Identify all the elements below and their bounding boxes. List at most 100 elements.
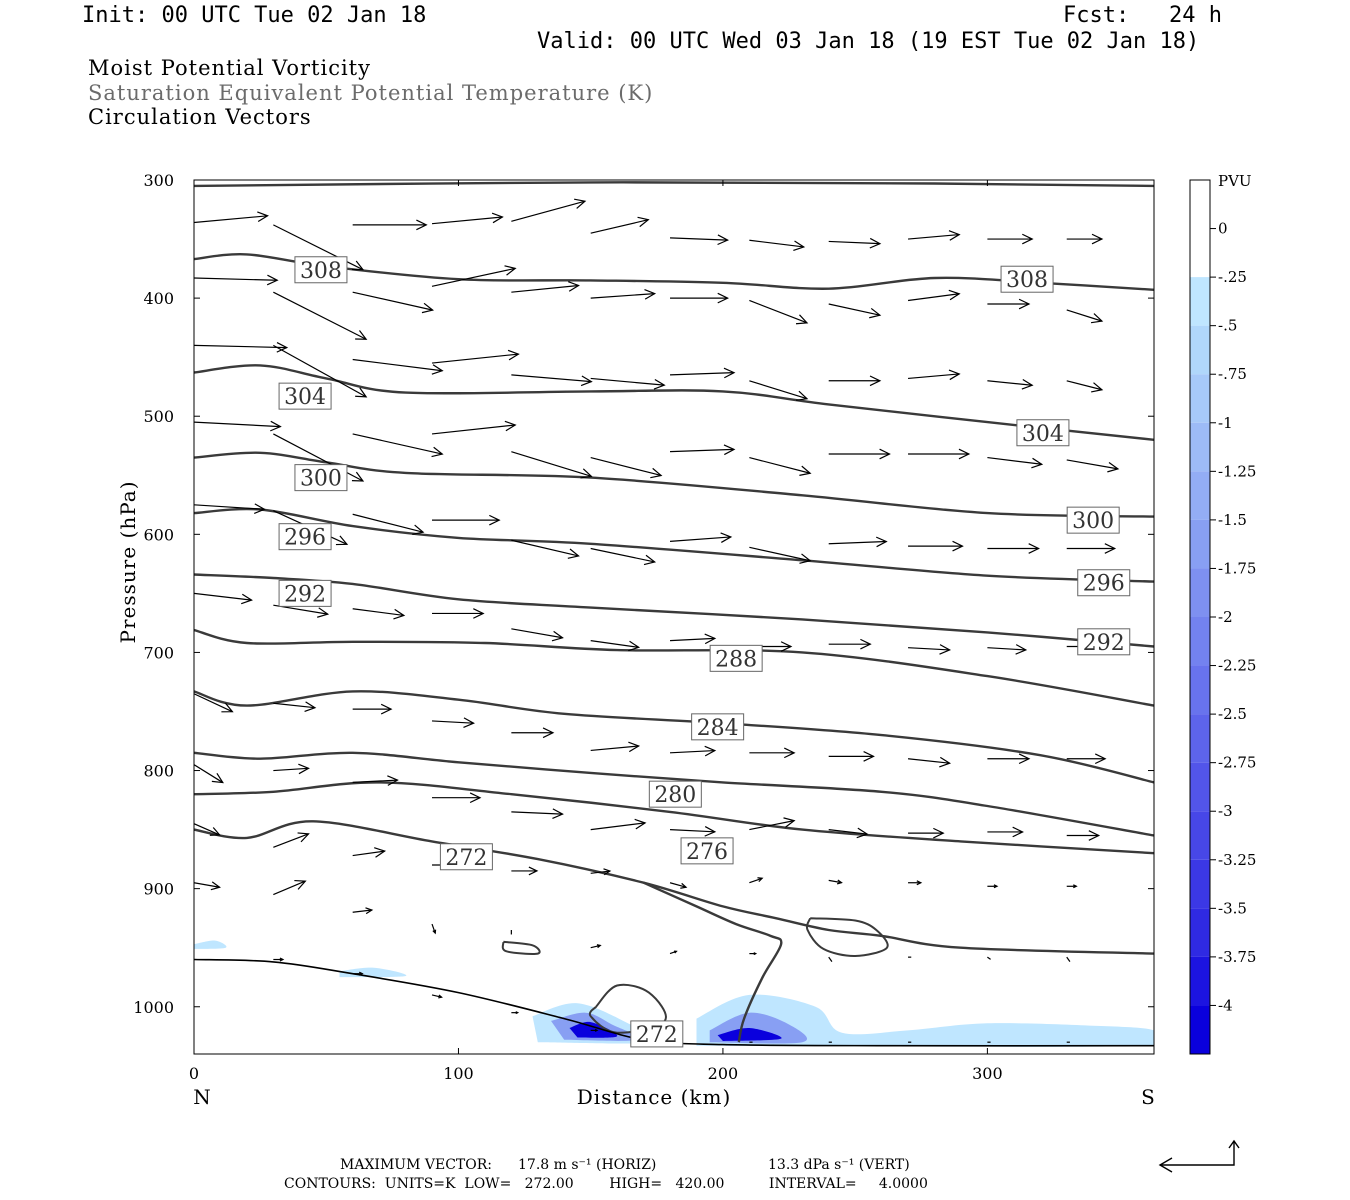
vector-shaft xyxy=(828,956,833,962)
contour-label-292-5-1: 292 xyxy=(1077,628,1131,656)
contour-label-272-11-0: 272 xyxy=(630,1020,684,1048)
vector-head xyxy=(948,369,961,381)
plot-content xyxy=(194,181,1154,1047)
vector-arrow-35 xyxy=(1066,380,1104,393)
contour-label-box xyxy=(1016,419,1070,447)
vector-arrow-28 xyxy=(511,374,593,387)
vector-shaft xyxy=(590,377,665,386)
vector-arrow-84 xyxy=(194,764,224,784)
vector-arrow-87 xyxy=(432,792,482,804)
vector-shaft xyxy=(194,693,233,713)
vector-arrow-94 xyxy=(987,826,1024,838)
colorbar-label-10: -2.5 xyxy=(1218,705,1247,723)
vector-head xyxy=(431,364,444,375)
vector-shaft xyxy=(352,513,424,533)
vector-arrow-55 xyxy=(749,546,812,564)
vector-arrow-52 xyxy=(511,539,580,559)
vector-shaft xyxy=(352,608,404,617)
vector-head xyxy=(674,950,678,954)
vector-arrow-105 xyxy=(908,880,923,886)
vector-head xyxy=(793,240,806,252)
colorbar-title: PVU xyxy=(1218,172,1252,190)
colorbar-label-11: -2.75 xyxy=(1218,754,1256,772)
vector-arrow-106 xyxy=(987,884,999,889)
vector-arrow-120 xyxy=(273,957,285,962)
vector-head xyxy=(416,219,428,231)
vector-head xyxy=(869,307,882,319)
vector-head xyxy=(276,342,289,353)
vector-head xyxy=(948,230,961,241)
vector-shaft xyxy=(352,358,443,372)
field-title-2: Saturation Equivalent Potential Temperat… xyxy=(88,81,654,105)
vector-arrow-1 xyxy=(273,224,365,271)
contour-closed-1 xyxy=(501,940,541,955)
vector-head xyxy=(568,281,580,292)
vector-head xyxy=(469,792,482,804)
colorbar-label-13: -3.25 xyxy=(1218,851,1256,869)
vector-head xyxy=(580,375,593,387)
vector-head xyxy=(421,302,435,314)
vector-shaft xyxy=(670,237,728,241)
contour-label-box xyxy=(439,843,493,871)
contour-label-308-1-0: 308 xyxy=(294,256,348,284)
vector-shaft xyxy=(907,758,950,764)
vector-head xyxy=(317,607,330,618)
vector-head xyxy=(1088,830,1101,841)
vector-shaft xyxy=(828,879,842,884)
contour-label-text: 292 xyxy=(284,582,326,607)
vector-shaft xyxy=(590,745,639,752)
vector-head xyxy=(1012,826,1024,838)
vector-head xyxy=(753,952,758,956)
vector-arrow-79 xyxy=(749,747,796,759)
pv-shade-3 xyxy=(696,994,1154,1047)
vector-shaft xyxy=(907,233,960,240)
vector-head xyxy=(473,608,485,619)
vector-arrow-29 xyxy=(590,377,666,390)
vector-shaft xyxy=(273,433,364,482)
vector-arrow-66 xyxy=(670,633,717,645)
vector-shaft xyxy=(431,216,503,225)
contour-label-box xyxy=(630,1020,684,1048)
vector-arrow-13 xyxy=(273,291,368,340)
contour-line-276-9 xyxy=(194,781,1154,855)
contour-info: CONTOURS: UNITS=K LOW= 272.00 HIGH= 420.… xyxy=(284,1176,928,1192)
vector-head xyxy=(542,727,555,739)
vector-arrow-10 xyxy=(987,233,1034,245)
vector-head xyxy=(757,877,764,883)
vector-arrow-31 xyxy=(749,380,809,401)
vector-head xyxy=(717,292,730,304)
x-end-label-right: S xyxy=(1141,1085,1155,1109)
vector-head xyxy=(528,866,539,876)
x-axis-label: Distance (km) xyxy=(577,1085,732,1109)
vector-arrow-89 xyxy=(590,818,647,831)
contour-line-280-8 xyxy=(194,751,1154,837)
contour-label-288-6-0: 288 xyxy=(709,644,763,672)
vector-head xyxy=(358,971,364,976)
colorbar-label-3: -.75 xyxy=(1218,365,1247,383)
vector-shaft xyxy=(352,779,398,783)
vector-shaft xyxy=(749,820,795,831)
contour-line-288-6 xyxy=(194,628,1154,707)
contour-label-text: 300 xyxy=(300,467,342,492)
vector-shaft xyxy=(431,424,516,435)
vector-shaft xyxy=(511,811,563,815)
vector-head xyxy=(780,641,793,652)
contour-label-box xyxy=(1000,265,1054,293)
vector-arrow-109 xyxy=(273,879,307,896)
vector-arrow-100 xyxy=(511,866,539,876)
colorbar-label-2: -.5 xyxy=(1218,317,1237,335)
vector-head xyxy=(355,330,368,340)
vector-shaft xyxy=(431,994,442,998)
vector-head xyxy=(580,468,593,479)
contour-label-text: 272 xyxy=(636,1023,678,1048)
vector-arrow-115 xyxy=(749,952,758,956)
contour-line-272-10 xyxy=(194,820,1154,955)
vector-arrow-30 xyxy=(670,367,736,379)
vector-head xyxy=(933,827,945,839)
vector-head xyxy=(297,832,310,843)
vector-arrow-110 xyxy=(352,907,374,915)
vector-head xyxy=(1015,644,1028,655)
vector-shaft xyxy=(511,451,592,477)
vector-shaft xyxy=(273,702,316,709)
vector-head xyxy=(266,274,279,286)
